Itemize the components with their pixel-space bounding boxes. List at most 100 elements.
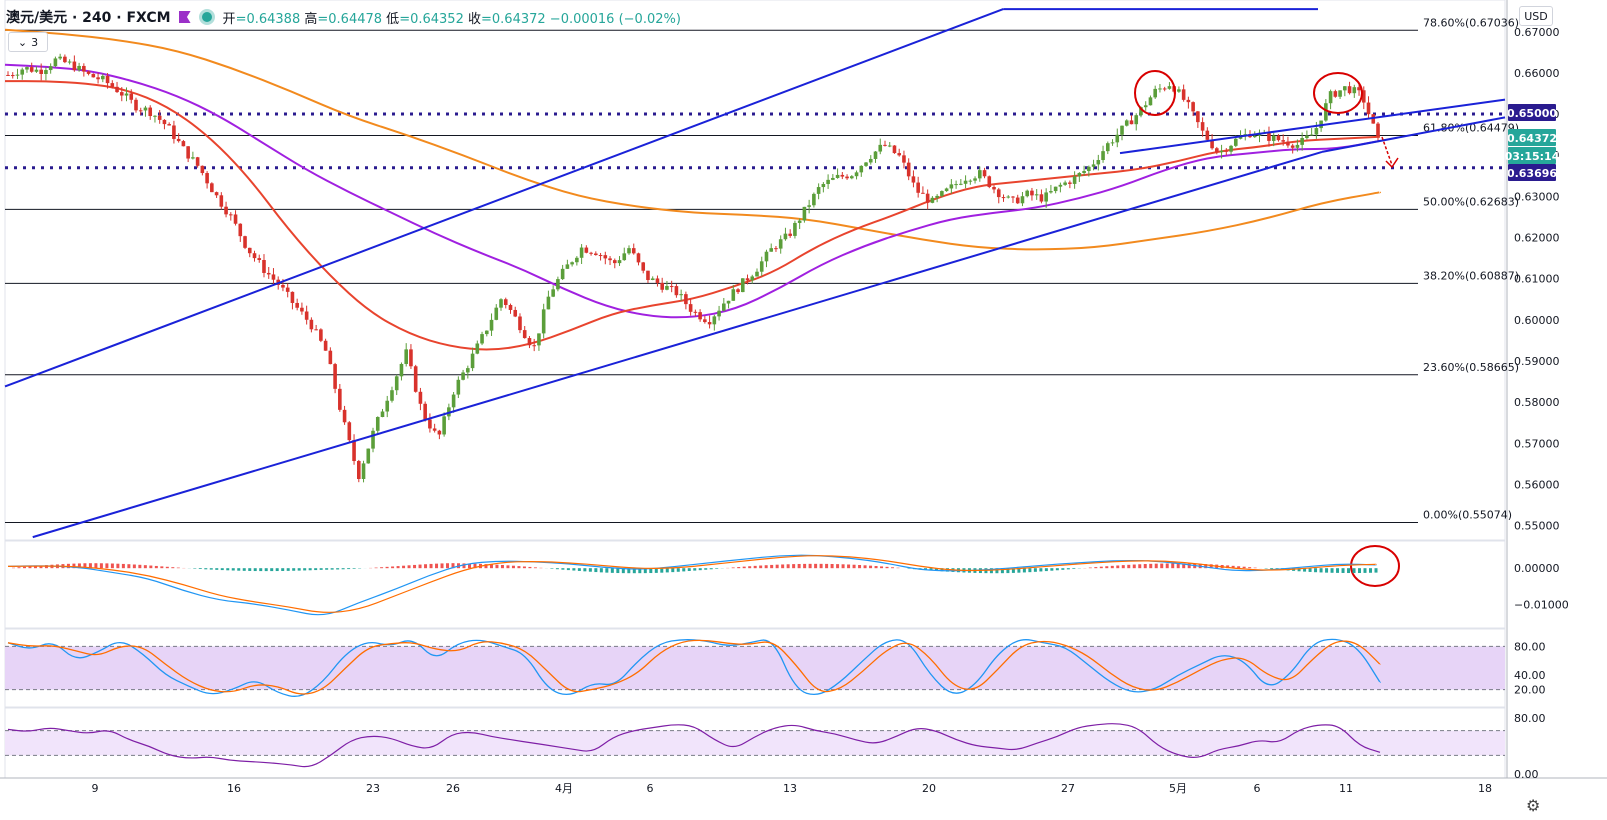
chevron-down-icon: ⌄: [17, 35, 28, 49]
currency-button[interactable]: USD: [1519, 6, 1553, 26]
candle-body: [319, 329, 323, 341]
candle-body: [854, 172, 859, 177]
candle-body: [238, 223, 243, 237]
price-tick-label: 0.66000: [1514, 67, 1560, 80]
candle-body: [394, 376, 399, 391]
candle-body: [295, 302, 299, 308]
candle-body: [565, 264, 570, 269]
candle-body: [797, 220, 802, 223]
candle-body: [1124, 120, 1129, 126]
candle-body: [475, 343, 480, 354]
candle-body: [1366, 102, 1371, 115]
candle-body: [594, 253, 598, 256]
candle-body: [826, 179, 830, 185]
candle-body: [987, 176, 992, 187]
candle-body: [6, 74, 10, 76]
candle-body: [1053, 186, 1058, 192]
ma-purple-line: [4, 63, 1381, 319]
price-tag-bg: [1508, 129, 1556, 146]
candle-body: [1148, 97, 1153, 106]
candle-body: [859, 165, 864, 173]
price-tick-label: 0.57000: [1514, 437, 1560, 450]
candle-body: [1361, 90, 1366, 103]
top-circle-annotation: [1134, 70, 1176, 116]
stoch-tick-label: 40.00: [1514, 669, 1546, 682]
candle-body: [352, 440, 356, 462]
candle-body: [44, 70, 48, 74]
stoch-tick-label: 20.00: [1514, 684, 1546, 697]
candle-body: [807, 205, 811, 207]
candle-body: [1082, 171, 1086, 173]
candle-body: [390, 390, 394, 401]
time-tick-label: 23: [366, 782, 380, 795]
candle-body: [205, 173, 209, 184]
candle-body: [399, 363, 404, 377]
candle-body: [560, 268, 565, 280]
candle-body: [186, 146, 190, 159]
high-value: =0.64478: [317, 11, 383, 27]
time-tick-label: 9: [92, 782, 99, 795]
candle-body: [1167, 86, 1172, 89]
candle-body: [484, 330, 489, 335]
candle-body: [243, 236, 247, 248]
gear-icon[interactable]: ⚙: [1526, 796, 1541, 815]
candle-body: [200, 165, 205, 174]
candle-body: [717, 310, 721, 317]
stoch-d-line: [7, 639, 1381, 695]
candle-body: [470, 353, 475, 369]
time-tick-label: 20: [922, 782, 936, 795]
candle-body: [1072, 176, 1077, 184]
macd-signal-line: [7, 555, 1377, 613]
candle-body: [1376, 123, 1380, 137]
candle-body: [167, 124, 171, 126]
candle-body: [233, 214, 238, 224]
candle-body: [840, 174, 845, 177]
low-label: 低: [386, 11, 400, 27]
candle-body: [1328, 91, 1333, 104]
candle-body: [1224, 150, 1229, 152]
candle-body: [442, 416, 446, 435]
symbol-label[interactable]: 澳元/美元 · 240 · FXCM: [6, 10, 171, 26]
candle-body: [793, 222, 797, 236]
candle-body: [247, 247, 252, 254]
flag-icon[interactable]: [178, 11, 191, 23]
price-tag-bg: [1508, 104, 1556, 121]
indicator-toggle-button[interactable]: ⌄ 3: [8, 32, 48, 52]
candle-body: [887, 145, 892, 147]
candle-body: [157, 115, 162, 120]
candle-body: [755, 271, 759, 277]
fib-level-label: 0.00%(0.55074): [1423, 509, 1512, 522]
candle-body: [1129, 120, 1134, 125]
candle-body: [1120, 125, 1124, 135]
candle-body: [1238, 136, 1243, 139]
candle-body: [138, 110, 143, 112]
candle-body: [1252, 135, 1257, 138]
candle-body: [712, 316, 717, 325]
candle-body: [674, 286, 679, 296]
price-tick-label: 0.60000: [1514, 314, 1560, 327]
candle-body: [546, 296, 551, 310]
candle-body: [271, 274, 276, 280]
candle-body: [1039, 194, 1044, 202]
candle-body: [537, 333, 541, 346]
price-tag-label: 0.63696: [1507, 167, 1557, 180]
candle-body: [499, 299, 503, 308]
candle-body: [1162, 88, 1167, 90]
candle-body: [124, 93, 129, 96]
candle-body: [1087, 166, 1091, 172]
candle-body: [883, 144, 887, 146]
candle-body: [1101, 151, 1105, 161]
candle-body: [589, 252, 593, 254]
candle-body: [968, 180, 973, 182]
candle-body: [252, 253, 257, 259]
candle-body: [1271, 135, 1276, 141]
candle-body: [1006, 196, 1011, 198]
candle-body: [1158, 88, 1162, 90]
candle-body: [1063, 182, 1067, 185]
candle-body: [669, 286, 674, 288]
candle-body: [1110, 142, 1115, 144]
candle-body: [897, 153, 902, 156]
price-tick-label: 0.67000: [1514, 26, 1560, 39]
